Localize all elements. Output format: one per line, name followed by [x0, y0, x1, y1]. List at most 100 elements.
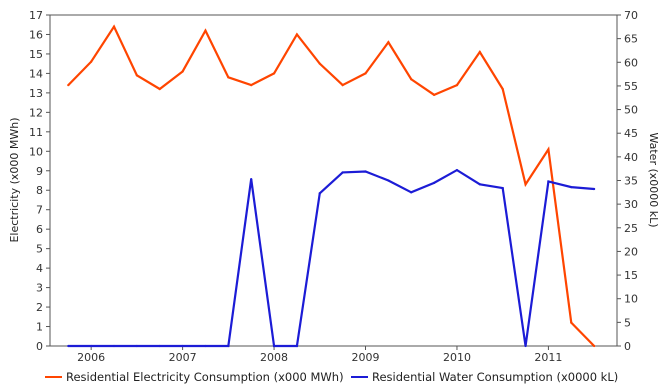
legend-item-electricity: Residential Electricity Consumption (x00… — [45, 370, 344, 384]
x-tick-label: 2010 — [443, 351, 471, 364]
left-y-tick-label: 1 — [36, 321, 43, 334]
data-point-electricity — [547, 148, 550, 151]
left-y-tick-label: 0 — [36, 340, 43, 353]
right-y-tick-label: 10 — [624, 293, 638, 306]
data-point-water — [90, 344, 93, 348]
series-layer — [67, 24, 596, 348]
x-tick-label: 2008 — [260, 351, 288, 364]
data-point-electricity — [158, 87, 161, 91]
data-point-water — [410, 191, 413, 194]
left-y-tick-label: 15 — [29, 48, 43, 61]
data-point-electricity — [67, 83, 70, 87]
right-y-tick-label: 60 — [624, 56, 638, 69]
x-tick-label: 2007 — [169, 351, 197, 364]
left-y-tick-label: 17 — [29, 9, 43, 22]
data-point-electricity — [112, 25, 116, 28]
data-point-water — [593, 187, 596, 191]
left-y-tick-label: 5 — [36, 243, 43, 256]
x-axis: 2006 2007 2008 2009 2010 2011 — [77, 346, 562, 364]
left-y-tick-label: 16 — [29, 28, 43, 41]
data-point-water — [524, 344, 527, 348]
data-point-electricity — [387, 41, 390, 44]
data-point-electricity — [341, 83, 344, 87]
data-point-water — [547, 180, 550, 183]
right-y-tick-label: 65 — [624, 33, 638, 46]
right-y-axis: 0 5 10 15 20 25 30 35 40 45 50 55 60 65 70 — [617, 9, 638, 353]
data-point-water — [455, 168, 459, 172]
data-point-water — [570, 186, 573, 189]
right-y-axis-title: Water (x0000 kL) — [647, 132, 660, 227]
data-point-water — [501, 186, 504, 190]
data-point-electricity — [318, 62, 321, 65]
data-point-water — [135, 344, 138, 348]
left-y-tick-label: 8 — [36, 184, 43, 197]
series-line-water — [68, 168, 595, 348]
data-point-electricity — [90, 60, 93, 63]
left-y-tick-label: 9 — [36, 165, 43, 178]
left-y-tick-label: 14 — [29, 67, 43, 80]
data-point-electricity — [364, 72, 367, 75]
data-point-electricity — [478, 50, 481, 54]
data-point-water — [112, 344, 116, 348]
data-point-electricity — [455, 83, 459, 87]
data-point-water — [295, 344, 299, 348]
data-point-water — [318, 192, 321, 195]
data-point-electricity — [570, 321, 573, 324]
left-y-tick-label: 12 — [29, 106, 43, 119]
data-point-electricity — [432, 93, 436, 96]
left-y-tick-label: 13 — [29, 87, 43, 100]
data-point-electricity — [410, 78, 413, 81]
left-y-tick-label: 3 — [36, 282, 43, 295]
x-tick-label: 2009 — [352, 351, 380, 364]
right-y-tick-label: 0 — [624, 340, 631, 353]
right-y-tick-label: 20 — [624, 245, 638, 258]
left-y-axis-title: Electricity (x000 MWh) — [8, 117, 21, 242]
legend: Residential Electricity Consumption (x00… — [45, 370, 618, 384]
data-point-electricity — [272, 72, 276, 75]
data-point-electricity — [227, 76, 230, 79]
x-tick-label: 2006 — [77, 351, 105, 364]
data-point-electricity — [250, 83, 253, 87]
series-line-electricity — [67, 24, 595, 347]
data-point-water — [250, 177, 253, 181]
data-point-water — [478, 183, 481, 186]
data-point-electricity — [181, 70, 184, 73]
data-point-electricity — [524, 183, 527, 186]
data-point-electricity — [501, 87, 504, 91]
data-point-water — [181, 344, 184, 348]
right-y-tick-label: 70 — [624, 9, 638, 22]
left-y-tick-label: 4 — [36, 262, 43, 275]
right-y-tick-label: 15 — [624, 269, 638, 282]
right-y-tick-label: 50 — [624, 104, 638, 117]
legend-item-water: Residential Water Consumption (x0000 kL) — [351, 370, 618, 384]
data-point-water — [364, 170, 367, 173]
data-point-water — [341, 171, 344, 174]
legend-label-electricity: Residential Electricity Consumption (x00… — [66, 370, 344, 384]
legend-label-water: Residential Water Consumption (x0000 kL) — [372, 370, 618, 384]
data-point-electricity — [204, 29, 207, 32]
data-point-water — [204, 344, 207, 348]
right-y-tick-label: 30 — [624, 198, 638, 211]
left-y-tick-label: 6 — [36, 223, 43, 236]
data-point-electricity — [135, 74, 138, 77]
right-y-tick-label: 5 — [624, 316, 631, 329]
left-y-tick-label: 10 — [29, 145, 43, 158]
data-point-water — [227, 344, 230, 348]
data-point-water — [272, 344, 276, 348]
left-y-tick-label: 11 — [29, 126, 43, 139]
data-point-water — [158, 344, 161, 348]
right-y-tick-label: 45 — [624, 127, 638, 140]
left-y-tick-label: 7 — [36, 204, 43, 217]
right-y-tick-label: 35 — [624, 175, 638, 188]
data-point-water — [387, 179, 390, 182]
data-point-electricity — [593, 344, 596, 348]
x-tick-label: 2011 — [534, 351, 562, 364]
right-y-tick-label: 25 — [624, 222, 638, 235]
data-point-water — [432, 181, 436, 184]
data-point-water — [67, 344, 70, 348]
right-y-tick-label: 40 — [624, 151, 638, 164]
data-point-electricity — [295, 33, 299, 36]
left-y-tick-label: 2 — [36, 301, 43, 314]
